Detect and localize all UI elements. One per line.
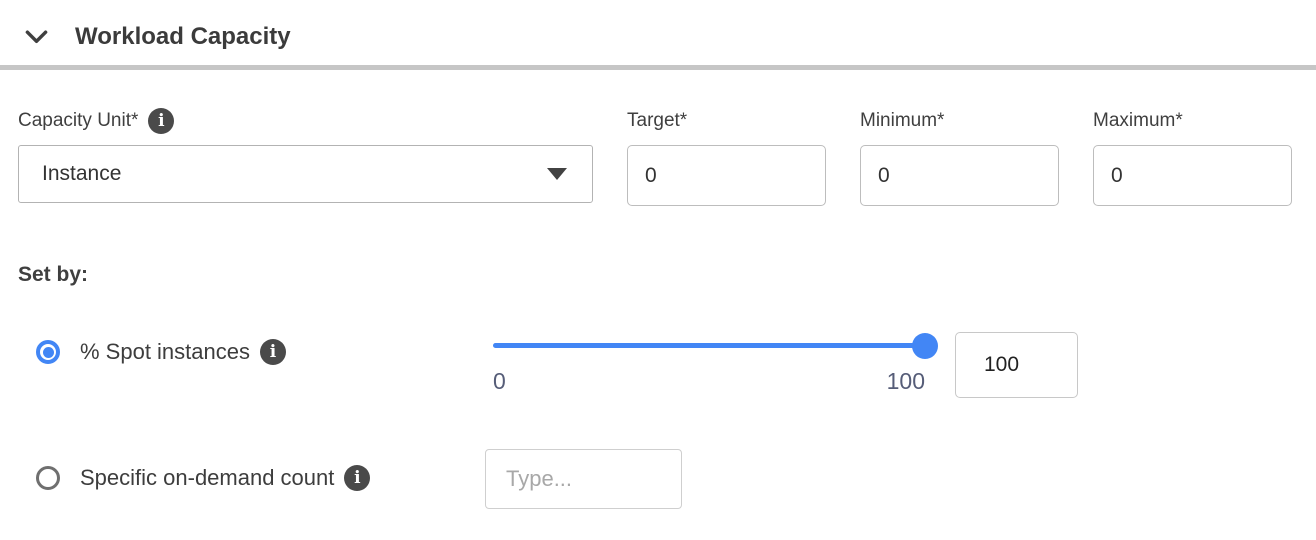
- info-icon[interactable]: i: [259, 339, 286, 365]
- capacity-unit-field: Capacity Unit* i Instance: [18, 107, 593, 206]
- maximum-input[interactable]: [1093, 145, 1292, 206]
- chevron-down-icon[interactable]: [25, 30, 48, 44]
- slider-min-label: 0: [493, 368, 506, 394]
- capacity-unit-select[interactable]: Instance: [18, 145, 593, 203]
- minimum-input[interactable]: [860, 145, 1059, 206]
- capacity-fields-row: Capacity Unit* i Instance Target* Minimu…: [18, 107, 1316, 206]
- slider-handle[interactable]: [912, 332, 938, 359]
- spot-instances-option[interactable]: % Spot instances i: [36, 339, 493, 365]
- minimum-field: Minimum*: [860, 107, 1059, 206]
- on-demand-option[interactable]: Specific on-demand count i: [36, 465, 485, 491]
- info-icon[interactable]: i: [148, 108, 175, 134]
- target-label: Target*: [627, 110, 688, 131]
- radio-spot-instances[interactable]: [36, 340, 60, 364]
- maximum-label: Maximum*: [1093, 110, 1183, 131]
- maximum-field: Maximum*: [1093, 107, 1292, 206]
- radio-dot: [42, 346, 54, 358]
- page-title: Workload Capacity: [75, 23, 291, 50]
- info-icon[interactable]: i: [344, 465, 371, 491]
- on-demand-label: Specific on-demand count: [80, 465, 335, 490]
- section-header: Workload Capacity: [0, 0, 1316, 51]
- caret-down-icon: [547, 168, 567, 180]
- on-demand-count-input[interactable]: [485, 449, 682, 509]
- spot-instances-option-row: % Spot instances i 0 100: [0, 332, 1316, 402]
- spot-instances-label: % Spot instances: [80, 339, 250, 364]
- section-divider: [0, 65, 1316, 70]
- radio-on-demand-count[interactable]: [36, 466, 60, 490]
- target-input[interactable]: [627, 145, 826, 206]
- capacity-unit-label: Capacity Unit*: [18, 110, 139, 131]
- capacity-unit-value: Instance: [42, 162, 122, 185]
- slider-max-label: 100: [886, 368, 925, 394]
- set-by-label: Set by:: [18, 263, 89, 286]
- slider-track[interactable]: [493, 343, 925, 348]
- spot-percentage-input[interactable]: [955, 332, 1078, 398]
- on-demand-option-row: Specific on-demand count i: [0, 449, 1316, 509]
- spot-percentage-slider: 0 100: [493, 332, 938, 402]
- target-field: Target*: [627, 107, 826, 206]
- minimum-label: Minimum*: [860, 110, 945, 131]
